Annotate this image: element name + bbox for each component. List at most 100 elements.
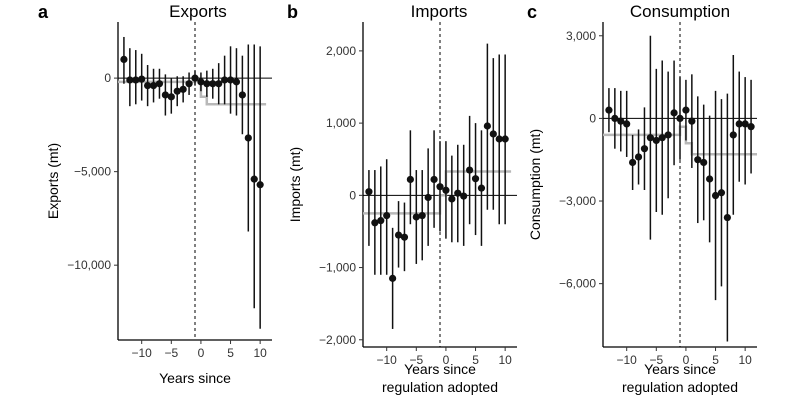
panel-b-x-tick-label: −10 xyxy=(377,353,398,367)
panel-c-data-point xyxy=(694,156,702,164)
panel-a-y-axis-label: Exports (mt) xyxy=(45,143,61,219)
panel-b-data-point xyxy=(394,231,403,239)
panel-b-y-tick-label: −2,000 xyxy=(319,333,356,347)
panel-a-x-axis-label-1: Years since xyxy=(159,370,231,386)
panel-b-x-axis-label-2: regulation adopted xyxy=(382,379,498,395)
panel-c-y-tick-label: 0 xyxy=(589,111,596,125)
panel-a-x-tick-label: −5 xyxy=(164,346,178,360)
panel-c-data-point xyxy=(747,123,755,131)
panel-b-x-tick-label: −5 xyxy=(409,353,423,367)
panel-c-data-point xyxy=(652,136,660,145)
panel-c-data-point xyxy=(611,114,619,122)
panel-c-label: c xyxy=(527,2,537,22)
panel-a-data-point xyxy=(132,76,140,84)
panel-c-y-tick-label: 3,000 xyxy=(566,29,596,43)
panel-c-data-point xyxy=(706,175,714,183)
panel-b-y-tick-label: −1,000 xyxy=(319,261,356,275)
panel-b-x-tick-label: 0 xyxy=(443,353,450,367)
panel-b-data-point xyxy=(424,193,432,202)
panel-b-data-point xyxy=(448,195,456,203)
panel-a-data-point xyxy=(232,78,241,86)
panel-b-x-tick-label: 10 xyxy=(498,353,512,367)
panel-b-data-point xyxy=(501,135,509,143)
panel-c-data-point xyxy=(711,191,720,200)
panel-a-data-point xyxy=(120,55,128,64)
panel-b-data-point xyxy=(442,186,450,194)
panel-a-y-tick-label: −5,000 xyxy=(74,165,111,179)
panel-a-y-tick-label: −10,000 xyxy=(67,258,111,272)
panel-c-data-point xyxy=(735,120,743,128)
panel-a-x-tick-label: 5 xyxy=(227,346,234,360)
panel-c-data-point xyxy=(670,109,678,117)
panel-b-data-point xyxy=(406,175,414,184)
panel-b-data-point xyxy=(383,211,391,220)
panel-a-data-point xyxy=(167,93,175,101)
panel-b-label: b xyxy=(287,2,298,22)
panel-c-x-tick-label: −5 xyxy=(649,353,663,367)
panel-b-data-point xyxy=(436,183,444,191)
panel-c-data-point xyxy=(664,131,672,139)
panel-a-data-point xyxy=(221,76,229,84)
panel-a-data-point xyxy=(155,80,164,88)
panel-c-x-tick-label: 10 xyxy=(738,353,752,367)
panel-b-data-point xyxy=(412,213,420,221)
panel-c-data-point xyxy=(623,120,631,128)
panel-b-data-point xyxy=(400,233,409,241)
panel-a-label: a xyxy=(38,2,49,22)
panel-c-data-point xyxy=(658,134,666,142)
panel-a-data-point xyxy=(191,74,199,82)
panel-a-x-tick-label: 10 xyxy=(253,346,267,360)
panel-a-data-point xyxy=(138,75,146,83)
panel-c-data-point xyxy=(741,120,749,128)
panel-b-y-tick-label: 0 xyxy=(349,188,356,202)
panel-a-data-point xyxy=(256,181,264,189)
panel-b-data-point xyxy=(460,192,468,200)
panel-b-data-point xyxy=(495,135,503,143)
panel-c-data-point xyxy=(700,158,708,167)
panel-c-data-point xyxy=(717,189,726,197)
panel-c-data-point xyxy=(723,213,731,222)
panel-a-data-point xyxy=(209,80,217,88)
panel-a-data-point xyxy=(244,134,252,142)
panel-c-x-axis-label-2: regulation adopted xyxy=(622,379,738,395)
panel-b-mean-step-line xyxy=(363,170,512,215)
panel-b-data-point xyxy=(430,175,438,184)
panel-c-data-point xyxy=(676,114,684,122)
panel-c-x-tick-label: 0 xyxy=(683,353,690,367)
panel-c-data-point xyxy=(640,145,649,153)
panel-c-y-tick-label: −3,000 xyxy=(559,194,596,208)
panel-b-data-point xyxy=(389,274,397,282)
panel-a-data-point xyxy=(203,80,211,88)
panel-c-data-point xyxy=(617,117,625,125)
panel-a-data-point xyxy=(179,85,187,93)
panel-a-data-point xyxy=(215,80,223,88)
panel-b-data-point xyxy=(466,166,474,174)
panel-c-data-point xyxy=(729,131,737,139)
panel-b-data-point xyxy=(377,217,385,225)
panel-b-y-tick-label: 1,000 xyxy=(326,116,356,130)
panel-a-data-point xyxy=(144,82,152,90)
panel-c-y-tick-label: −6,000 xyxy=(559,277,596,291)
panel-b-data-point xyxy=(418,211,426,220)
panel-b-data-point xyxy=(477,184,486,192)
panel-b-data-point xyxy=(471,175,480,183)
panel-a-data-point xyxy=(250,175,258,183)
panel-c-data-point xyxy=(646,134,654,142)
panel-c-x-tick-label: −10 xyxy=(617,353,638,367)
panel-a-data-point xyxy=(238,91,246,99)
panel-a-x-tick-label: 0 xyxy=(198,346,205,360)
panel-b-data-point xyxy=(483,122,491,130)
panel-b-x-axis-label-1: Years since xyxy=(404,361,476,377)
panel-c-data-point xyxy=(634,153,643,161)
panel-a-data-point xyxy=(173,87,181,95)
panel-a-data-point xyxy=(226,76,235,84)
panel-a-data-point xyxy=(149,82,158,90)
panel-c-x-axis-label-1: Years since xyxy=(644,361,716,377)
panel-b-data-point xyxy=(365,188,373,196)
panel-b-x-tick-label: 5 xyxy=(472,353,479,367)
panel-c-x-tick-label: 5 xyxy=(712,353,719,367)
panel-b-data-point xyxy=(489,130,497,138)
panel-c-data-point xyxy=(688,117,696,125)
panel-b-title: Imports xyxy=(411,2,468,21)
